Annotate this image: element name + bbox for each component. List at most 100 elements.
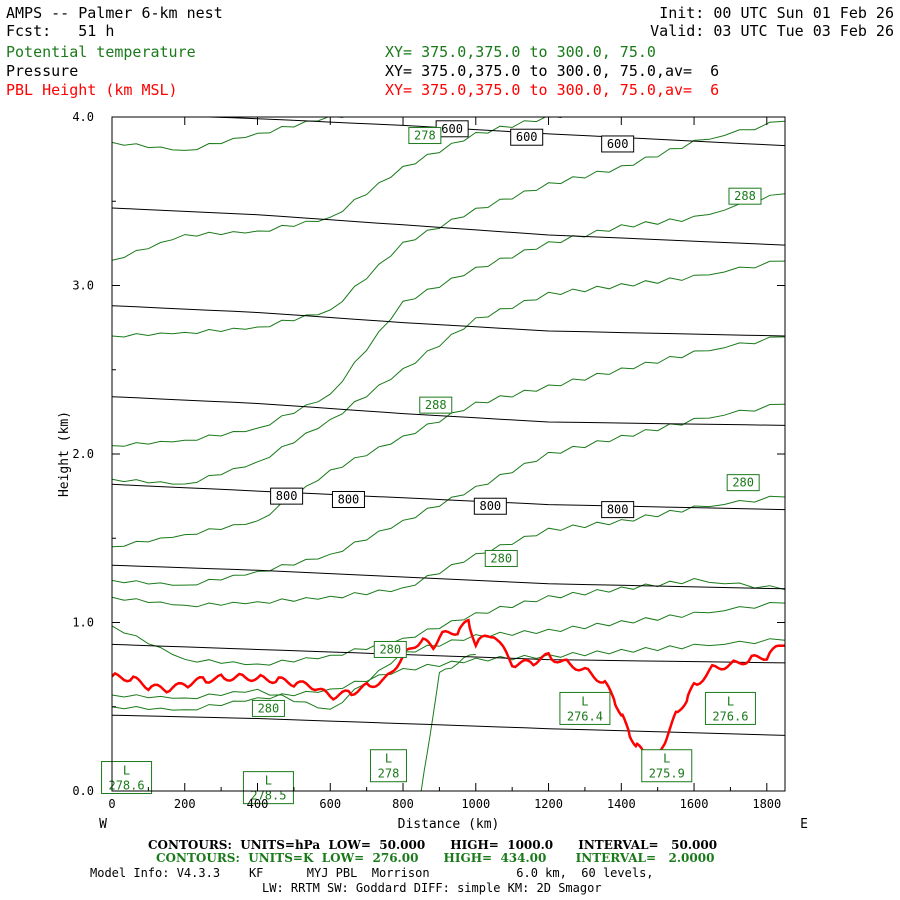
theta-label-3-box (419, 396, 453, 414)
valid-time: Valid: 03 UTC Tue 03 Feb 26 (650, 22, 894, 40)
theta-label-1-box (408, 127, 442, 145)
x-tick-label-0: 0 (108, 797, 115, 811)
low-value-1: 276.4 (567, 709, 603, 723)
y-tick-label-0: 0.0 (72, 784, 94, 798)
y-tick-label-4: 4.0 (72, 110, 94, 124)
x-tick-label-200: 200 (174, 797, 196, 811)
pressure-label-5: 800 (331, 490, 365, 508)
field-xy-pbl: XY= 375.0,375.0 to 300.0, 75.0,av= 6 (385, 81, 720, 99)
theta-contour-6 (112, 336, 785, 548)
theta-label-4: 280 (726, 474, 760, 492)
low-box-2 (704, 691, 756, 725)
y-axis-label: Height (km) (57, 411, 72, 497)
theta-contour-4 (112, 495, 785, 608)
pressure-label-2-box (510, 128, 544, 146)
pressure-label-3: 600 (601, 135, 635, 153)
field-xy-theta: XY= 375.0,375.0 to 300.0, 75.0 (385, 43, 656, 61)
pressure-label-6-box (473, 497, 507, 515)
pressure-label-3-text: 600 (607, 137, 629, 151)
footer-pressure-contours: CONTOURS: UNITS=hPa LOW= 50.000 HIGH= 10… (148, 838, 718, 852)
low-value-2: 276.6 (712, 709, 748, 723)
chart-title: AMPS -- Palmer 6-km nest (6, 4, 223, 22)
low-value-4: 278 (378, 767, 400, 781)
isobar-950 (112, 714, 785, 736)
y-tick-label-2: 2.0 (72, 447, 94, 461)
x-tick-label-1000: 1000 (461, 797, 490, 811)
pressure-label-7-box (601, 501, 635, 519)
low-box-4 (369, 749, 407, 783)
footer-physics: LW: RRTM SW: Goddard DIFF: simple KM: 2D… (262, 881, 602, 895)
theta-contour-12 (420, 653, 476, 791)
pressure-label-1: 600 (435, 120, 469, 138)
theta-contour-7 (112, 260, 785, 485)
x-tick-label-1200: 1200 (534, 797, 563, 811)
theta-label-7-text: 280 (258, 701, 280, 715)
field-xy-pressure: XY= 375.0,375.0 to 300.0, 75.0,av= 6 (385, 62, 720, 80)
east-label: E (800, 817, 808, 832)
theta-contour-8 (112, 193, 785, 447)
footer-theta-contours: CONTOURS: UNITS=K LOW= 276.00 HIGH= 434.… (156, 851, 715, 865)
theta-label-6-text: 280 (379, 642, 401, 656)
pressure-label-6-text: 800 (479, 499, 501, 513)
pressure-label-7-text: 800 (607, 503, 629, 517)
pressure-label-4: 800 (270, 487, 304, 505)
pressure-contours (112, 117, 785, 736)
theta-contour-5 (112, 403, 785, 586)
pressure-label-3-box (601, 135, 635, 153)
theta-contour-2 (112, 601, 785, 710)
low-letter-3: L (663, 752, 670, 766)
pressure-label-4-box (270, 487, 304, 505)
theta-label-2: 288 (728, 187, 762, 205)
y-tick-label-3: 3.0 (72, 279, 94, 293)
theta-contour-3 (112, 577, 785, 666)
footer-model-info: Model Info: V4.3.3 KF MYJ PBL Morrison 6… (90, 866, 654, 880)
isobar-650 (112, 207, 785, 246)
isobar-850 (112, 564, 785, 590)
theta-label-7: 280 (251, 699, 285, 717)
low-box-3 (641, 749, 693, 783)
theta-contours (112, 117, 785, 791)
pressure-label-5-box (331, 490, 365, 508)
pressure-label-7: 800 (601, 501, 635, 519)
low-box-1 (559, 691, 611, 725)
field-label-theta: Potential temperature (6, 43, 196, 61)
theta-label-5-text: 280 (490, 551, 512, 565)
x-tick-label-800: 800 (392, 797, 414, 811)
x-axis-label: Distance (km) (398, 817, 500, 832)
x-tick-label-1600: 1600 (680, 797, 709, 811)
contour-labels: 600 600 600 800 800 800 800 278 288 288 280 280 280 2… (101, 120, 762, 805)
theta-label-6-box (373, 640, 407, 658)
y-tick-label-1: 1.0 (72, 616, 94, 630)
theta-label-1-text: 278 (414, 129, 436, 143)
x-tick-label-600: 600 (319, 797, 341, 811)
init-time: Init: 00 UTC Sun 01 Feb 26 (659, 4, 894, 22)
pressure-label-5-text: 800 (338, 492, 360, 506)
theta-label-3-text: 288 (425, 398, 447, 412)
isobar-800 (112, 483, 785, 511)
forecast-hour: Fcst: 51 h (6, 22, 115, 40)
low-value-3: 275.9 (649, 767, 685, 781)
plot-frame (111, 116, 786, 792)
x-tick-label-1400: 1400 (607, 797, 636, 811)
theta-label-5: 280 (484, 549, 518, 567)
theta-label-5-box (484, 549, 518, 567)
low-value-5: 278.6 (108, 779, 144, 793)
west-label: W (99, 817, 107, 832)
pressure-label-4-text: 800 (276, 489, 298, 503)
theta-label-2-box (728, 187, 762, 205)
low-value-6: 278.5 (250, 789, 286, 803)
axes: 0 200 400 600 800 1000 1200 1400 1600 1800 0.0 1.0 2… (57, 110, 808, 832)
pressure-label-2: 600 (510, 128, 544, 146)
theta-label-3: 288 (419, 396, 453, 414)
theta-contour-10 (112, 117, 564, 261)
theta-label-4-text: 280 (732, 476, 754, 490)
low-letter-4: L (385, 752, 392, 766)
low-letter-6: L (265, 774, 272, 788)
theta-label-7-box (251, 699, 285, 717)
